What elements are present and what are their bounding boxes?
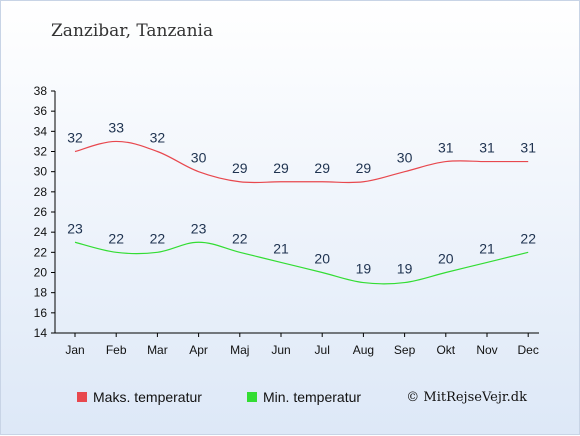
y-tick-label: 32 <box>34 145 48 159</box>
min-data-label: 22 <box>232 230 248 246</box>
x-tick-label: Dec <box>518 343 539 357</box>
min-data-label: 19 <box>356 261 372 277</box>
min-data-label: 22 <box>150 230 166 246</box>
x-tick-label: Apr <box>189 343 208 357</box>
min-data-label: 21 <box>273 240 289 256</box>
y-tick-label: 14 <box>34 326 48 340</box>
y-tick-label: 28 <box>34 185 48 199</box>
max-data-label: 29 <box>356 160 372 176</box>
x-tick-label: Jul <box>315 343 330 357</box>
y-tick-label: 34 <box>34 124 48 138</box>
min-temperature-line <box>74 241 529 285</box>
min-data-label: 23 <box>191 220 207 236</box>
max-data-label: 29 <box>314 160 330 176</box>
x-tick-label: Mar <box>147 343 168 357</box>
max-data-label: 29 <box>232 160 248 176</box>
x-tick-label: Nov <box>476 343 497 357</box>
x-tick-label: Jun <box>271 343 290 357</box>
x-tick-label: Feb <box>106 343 127 357</box>
credit-text: © MitRejseVejr.dk <box>406 390 527 405</box>
y-tick-label: 30 <box>34 165 48 179</box>
min-data-label: 21 <box>479 240 495 256</box>
y-tick-label: 22 <box>34 245 48 259</box>
x-tick-label: Maj <box>230 343 249 357</box>
legend-max-label: Maks. temperatur <box>93 389 202 405</box>
max-data-label: 32 <box>150 130 166 146</box>
x-tick-label: Okt <box>436 343 455 357</box>
max-data-label: 31 <box>479 140 495 156</box>
min-data-label: 20 <box>314 251 330 267</box>
y-tick-label: 36 <box>34 104 48 118</box>
legend-min-label: Min. temperatur <box>263 389 362 405</box>
max-data-label: 30 <box>397 150 413 166</box>
x-tick-label: Sep <box>394 343 416 357</box>
min-data-label: 23 <box>67 220 83 236</box>
max-data-label: 32 <box>67 130 83 146</box>
y-tick-label: 38 <box>34 84 48 98</box>
legend-min-swatch <box>247 392 257 402</box>
max-data-label: 31 <box>438 140 454 156</box>
min-data-label: 19 <box>397 261 413 277</box>
max-data-label: 29 <box>273 160 289 176</box>
max-data-label: 33 <box>108 119 124 135</box>
min-data-label: 22 <box>520 230 536 246</box>
max-temperature-line <box>74 140 529 184</box>
max-data-label: 30 <box>191 150 207 166</box>
y-tick-label: 18 <box>34 286 48 300</box>
max-data-label: 31 <box>520 140 536 156</box>
x-tick-label: Aug <box>353 343 374 357</box>
y-tick-label: 24 <box>34 225 48 239</box>
legend-max-swatch <box>77 392 87 402</box>
legend-max: Maks. temperatur <box>77 389 202 405</box>
y-tick-label: 20 <box>34 266 48 280</box>
chart-title: Zanzibar, Tanzania <box>51 21 214 41</box>
min-data-label: 20 <box>438 251 454 267</box>
x-tick-label: Jan <box>65 343 84 357</box>
y-tick-label: 16 <box>34 306 48 320</box>
y-tick-label: 26 <box>34 205 48 219</box>
legend-min: Min. temperatur <box>247 389 361 405</box>
min-data-label: 22 <box>108 230 124 246</box>
